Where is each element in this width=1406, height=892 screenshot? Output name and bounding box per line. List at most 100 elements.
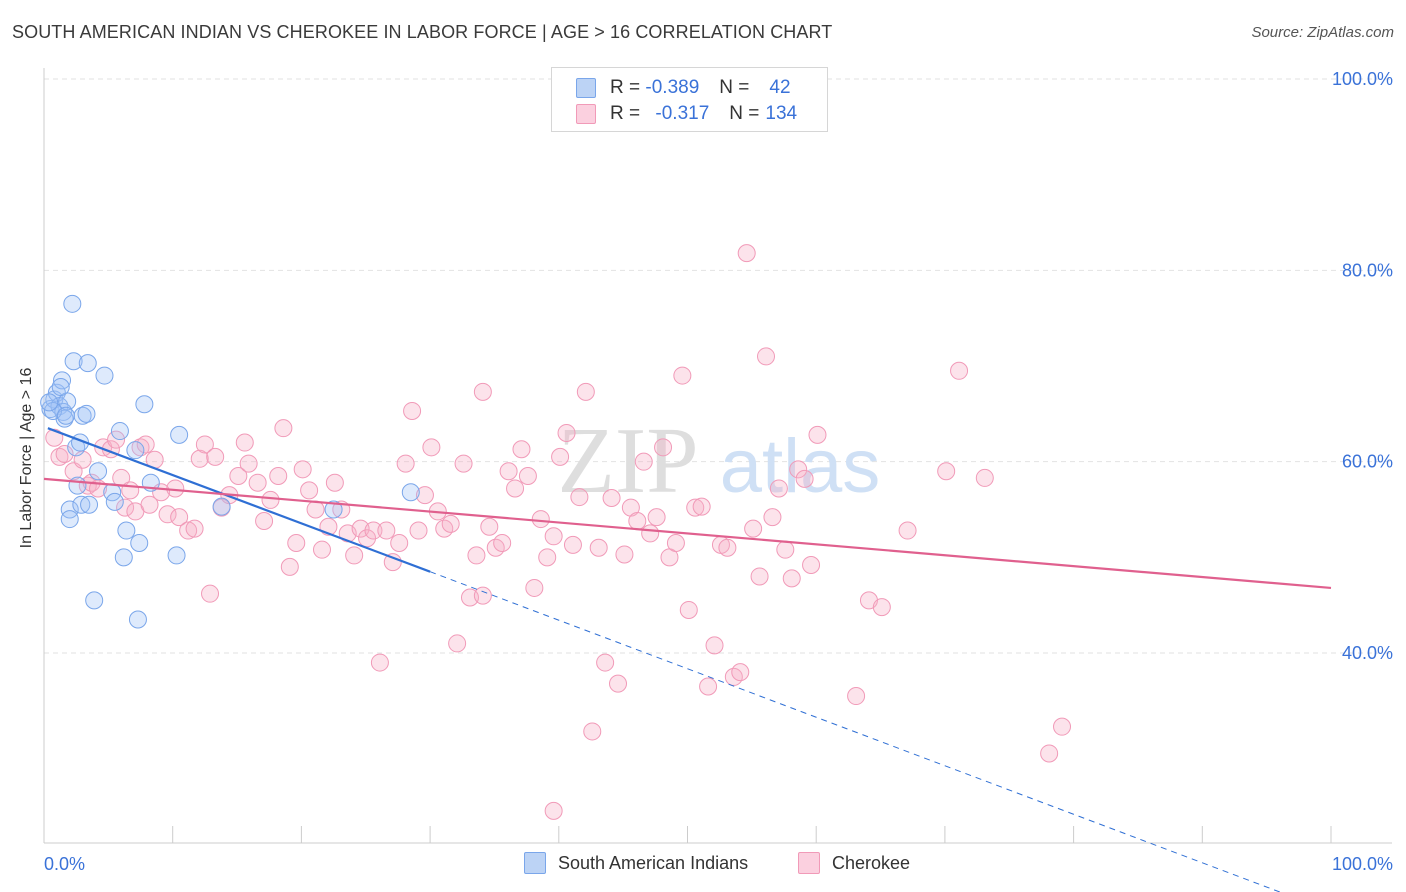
- data-point: [195, 435, 214, 454]
- trend-line-cherokee: [43, 477, 1332, 590]
- n-value: 42: [769, 77, 791, 98]
- series-legend: South American Indians Cherokee: [0, 852, 1406, 876]
- trend-line-extension: [429, 571, 1282, 892]
- x-tick-label: 100.0%: [1332, 854, 1393, 874]
- data-point: [255, 511, 274, 530]
- legend-label: Cherokee: [832, 852, 911, 873]
- data-point: [898, 521, 917, 540]
- data-point: [409, 521, 428, 540]
- data-point: [802, 555, 821, 574]
- data-point: [422, 438, 441, 457]
- data-point: [757, 347, 776, 366]
- data-point: [358, 529, 377, 548]
- data-point: [789, 460, 808, 479]
- data-point: [274, 419, 293, 438]
- data-point: [518, 467, 537, 486]
- data-point: [499, 462, 518, 481]
- data-point: [512, 440, 531, 459]
- data-points: [40, 244, 1072, 820]
- data-point: [136, 435, 155, 454]
- trend-lines: [43, 427, 1332, 892]
- data-point: [718, 538, 737, 557]
- data-point: [63, 294, 82, 313]
- watermark: ZIP atlas: [558, 409, 881, 513]
- data-point: [441, 514, 460, 533]
- data-point: [51, 378, 70, 397]
- data-point: [563, 535, 582, 554]
- data-point: [473, 586, 492, 605]
- r-label: R =: [610, 77, 641, 98]
- data-point: [140, 495, 159, 514]
- tick-labels: 40.0% 60.0% 80.0% 100.0% 0.0% 100.0%: [44, 69, 1393, 874]
- data-point: [847, 687, 866, 706]
- y-tick-label: 100.0%: [1332, 69, 1393, 89]
- data-point: [782, 569, 801, 588]
- data-point: [448, 634, 467, 653]
- data-point: [641, 524, 660, 543]
- data-point: [390, 533, 409, 552]
- data-point: [45, 428, 64, 447]
- data-point: [744, 519, 763, 538]
- data-point: [538, 548, 557, 567]
- data-point: [89, 462, 108, 481]
- r-value: -0.389: [645, 77, 700, 98]
- data-point: [383, 553, 402, 572]
- legend-label: South American Indians: [558, 852, 749, 873]
- data-point: [596, 653, 615, 672]
- data-point: [403, 401, 422, 420]
- data-point: [248, 473, 267, 492]
- data-point: [190, 449, 209, 468]
- data-point: [583, 722, 602, 741]
- data-point: [975, 468, 994, 487]
- watermark-zip: ZIP: [558, 409, 699, 513]
- data-point: [467, 546, 486, 565]
- n-label: N =: [719, 77, 750, 98]
- y-tick-label: 40.0%: [1342, 643, 1393, 663]
- data-point: [312, 540, 331, 559]
- data-point: [570, 488, 589, 507]
- data-point: [396, 454, 415, 473]
- data-point: [602, 489, 621, 508]
- data-point: [206, 447, 225, 466]
- watermark-atlas: atlas: [720, 424, 881, 509]
- trend-line-south-american-indians: [47, 427, 431, 573]
- data-point: [401, 483, 420, 502]
- data-point: [872, 598, 891, 617]
- data-point: [654, 438, 673, 457]
- data-point: [64, 352, 83, 371]
- n-value: 134: [765, 103, 798, 124]
- data-point: [287, 533, 306, 552]
- legend-item-south-american-indians: South American Indians: [524, 852, 748, 874]
- y-tick-label: 60.0%: [1342, 452, 1393, 472]
- data-point: [808, 425, 827, 444]
- data-point: [705, 636, 724, 655]
- data-point: [345, 546, 364, 565]
- data-point: [68, 476, 87, 495]
- data-point: [557, 423, 576, 442]
- legend-row-cherokee: R = -0.317 N = 134: [576, 102, 797, 126]
- source-label: Source: ZipAtlas.com: [1251, 24, 1394, 41]
- data-point: [544, 801, 563, 820]
- data-point: [763, 508, 782, 527]
- data-point: [179, 521, 198, 540]
- data-point: [692, 497, 711, 516]
- data-point: [269, 467, 288, 486]
- data-point: [229, 467, 248, 486]
- data-point: [679, 600, 698, 619]
- data-point: [1053, 717, 1072, 736]
- data-point: [525, 578, 544, 597]
- data-point: [647, 508, 666, 527]
- data-point: [130, 533, 149, 552]
- chart-title: SOUTH AMERICAN INDIAN VS CHEROKEE IN LAB…: [12, 22, 833, 42]
- r-label: R =: [610, 103, 641, 124]
- data-point: [110, 422, 129, 441]
- data-point: [56, 406, 75, 425]
- data-point: [686, 498, 705, 517]
- data-point: [167, 546, 186, 565]
- data-point: [673, 366, 692, 385]
- data-point: [128, 610, 147, 629]
- data-point: [158, 505, 177, 524]
- data-point: [480, 517, 499, 536]
- legend-item-cherokee: Cherokee: [798, 852, 910, 874]
